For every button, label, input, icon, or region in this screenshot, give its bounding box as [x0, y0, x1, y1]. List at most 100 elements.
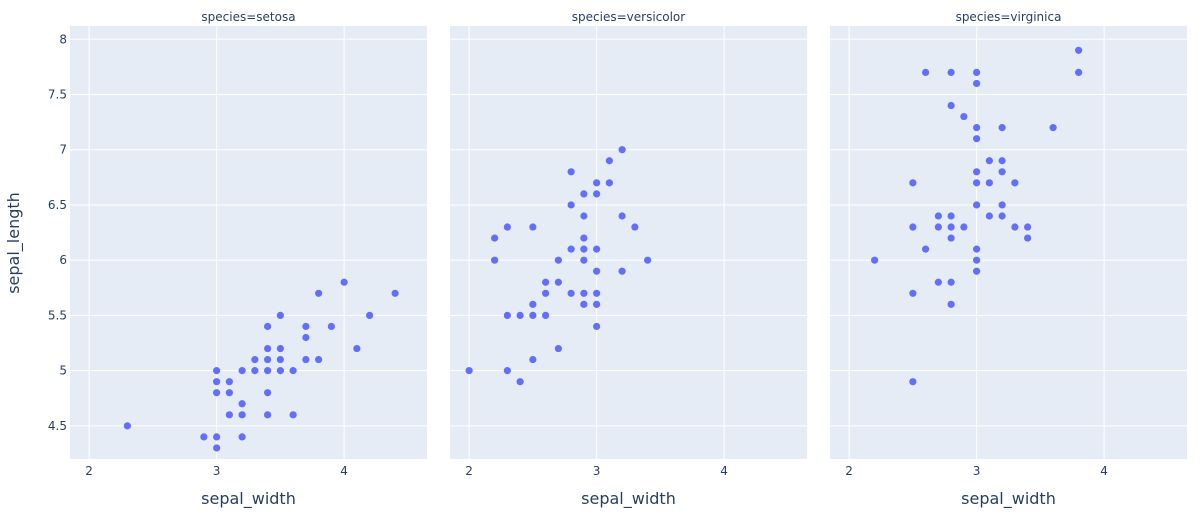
data-point [973, 124, 981, 132]
data-point [1024, 223, 1032, 231]
data-point [225, 378, 233, 386]
x-tick-label: 4 [340, 464, 348, 478]
facet-panel: 2 3 4 species=virginica sepal_width [830, 10, 1187, 509]
data-point [580, 256, 588, 264]
data-point [542, 278, 550, 286]
data-point [580, 190, 588, 198]
data-point [605, 157, 613, 165]
data-point [264, 367, 272, 375]
plot-background [830, 26, 1187, 459]
data-point [200, 433, 208, 441]
data-point [934, 278, 942, 286]
data-point [213, 389, 221, 397]
data-point [516, 311, 524, 320]
data-point [985, 179, 993, 187]
data-point [529, 300, 537, 308]
y-tick-label: 8 [59, 32, 67, 46]
data-point [947, 101, 955, 110]
x-tick-label: 2 [465, 464, 473, 478]
data-point [315, 289, 323, 297]
data-point [593, 190, 601, 198]
data-point [580, 212, 588, 220]
data-point [503, 223, 511, 231]
y-tick-label: 5 [59, 364, 67, 378]
data-point [238, 367, 246, 375]
data-point [973, 245, 981, 253]
data-point [1075, 46, 1083, 54]
data-point [947, 68, 955, 76]
data-point [366, 311, 374, 320]
data-point [593, 289, 601, 297]
facet-panel: 2 3 4 species=setosa sepal_width [70, 10, 427, 509]
data-point [213, 433, 221, 441]
data-point [289, 411, 297, 419]
data-point [251, 355, 259, 364]
data-point [947, 234, 955, 242]
data-point [593, 322, 601, 331]
x-tick-label: 3 [593, 464, 601, 478]
x-tick-label: 4 [1100, 464, 1108, 478]
x-tick-label: 3 [973, 464, 981, 478]
data-point [554, 278, 562, 286]
plot-background [70, 26, 427, 459]
data-point [516, 378, 524, 386]
data-point [1049, 124, 1057, 132]
data-point [973, 168, 981, 176]
data-point [1011, 179, 1019, 187]
data-point [238, 433, 246, 441]
data-point [213, 444, 221, 452]
x-axis-title: sepal_width [201, 489, 296, 509]
x-tick-label: 4 [720, 464, 728, 478]
y-tick-label: 4.5 [48, 419, 67, 433]
data-point [213, 378, 221, 386]
data-point [909, 179, 917, 187]
data-point [554, 344, 562, 353]
data-point [225, 411, 233, 419]
data-point [593, 267, 601, 275]
data-point [593, 179, 601, 187]
data-point [580, 300, 588, 308]
data-point [264, 411, 272, 419]
y-tick-label: 7 [59, 143, 67, 157]
data-point [973, 201, 981, 209]
data-point [580, 234, 588, 242]
y-axis-title: sepal_length [4, 192, 24, 294]
data-point [998, 157, 1006, 165]
data-point [289, 367, 297, 375]
data-point [960, 112, 968, 121]
data-point [276, 355, 284, 364]
data-point [315, 355, 323, 364]
y-tick-label: 6 [59, 253, 67, 267]
data-point [1075, 68, 1083, 76]
facets-layer: 2 3 4 species=setosa sepal_width 2 3 4 species=v… [48, 10, 1187, 509]
data-point [340, 278, 348, 286]
data-point [1011, 223, 1019, 231]
data-point [580, 245, 588, 253]
data-point [567, 201, 575, 209]
data-point [947, 278, 955, 286]
data-point [973, 267, 981, 275]
x-axis-title: sepal_width [961, 489, 1056, 509]
data-point [973, 179, 981, 187]
y-tick-label: 5.5 [48, 308, 67, 322]
x-axis-title: sepal_width [581, 489, 676, 509]
facet-title: species=virginica [956, 10, 1062, 24]
data-point [567, 289, 575, 297]
y-tick-label: 7.5 [48, 87, 67, 101]
data-point [302, 355, 310, 364]
data-point [276, 311, 284, 320]
facet-title: species=versicolor [572, 10, 685, 24]
y-tick-label: 6.5 [48, 198, 67, 212]
data-point [465, 367, 473, 375]
data-point [238, 400, 246, 408]
data-point [985, 212, 993, 220]
data-point [503, 311, 511, 320]
data-point [567, 168, 575, 176]
data-point [909, 289, 917, 297]
x-tick-label: 2 [845, 464, 853, 478]
data-point [503, 367, 511, 375]
data-point [922, 68, 930, 76]
data-point [1024, 234, 1032, 242]
data-point [213, 367, 221, 375]
